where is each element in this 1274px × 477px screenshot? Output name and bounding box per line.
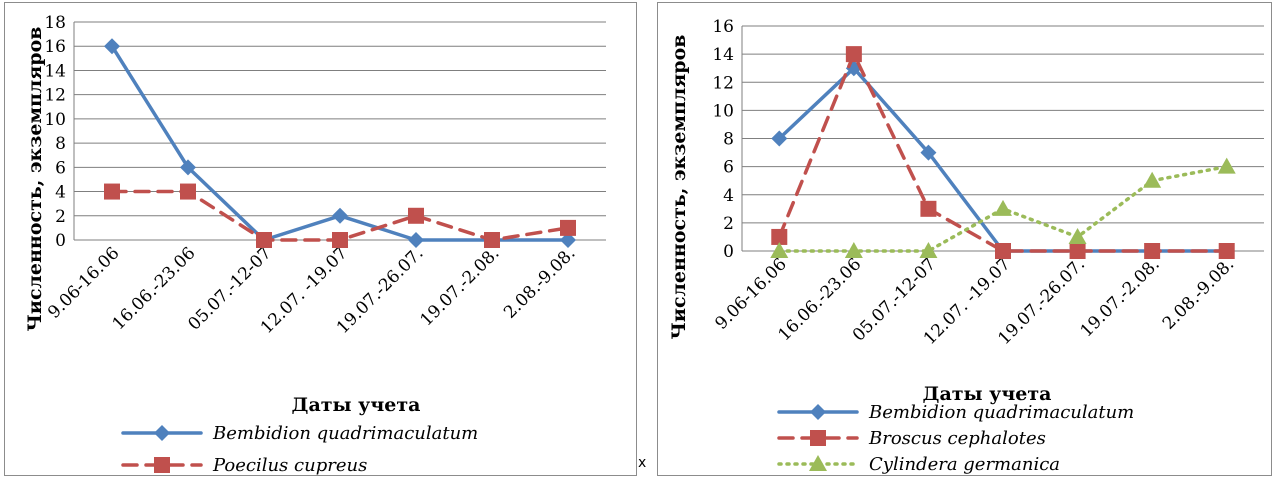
legend-label-1: Poecilus cupreus xyxy=(212,455,367,475)
x-axis-title: Даты учета xyxy=(923,383,1052,405)
legend-marker-1 xyxy=(810,430,826,446)
data-point-1-6 xyxy=(560,219,576,236)
data-point-1-3 xyxy=(995,243,1011,259)
y-tick-label-10: 10 xyxy=(44,110,66,130)
series-0 xyxy=(771,60,1235,259)
series-2 xyxy=(770,157,1236,258)
x-tick-label-0: 9.06-16.06 xyxy=(711,254,790,333)
y-tick-label-6: 6 xyxy=(723,158,734,178)
series-line-1 xyxy=(777,52,1229,253)
x-tick-label-5: 19.07.-2.08. xyxy=(417,243,504,330)
left-chart: 0 2 4 6 8 10 12 14 16 18 9.06-16.06 16.06.-23.06 05.… xyxy=(4,2,637,476)
data-point-0-0 xyxy=(104,38,120,55)
legend-entry-0: Bembidion quadrimaculatum xyxy=(121,423,478,444)
y-axis-title: Численность, экземпляров xyxy=(24,27,46,332)
legend-label-0: Bembidion quadrimaculatum xyxy=(212,423,478,444)
data-point-1-4 xyxy=(408,207,424,224)
x-tick-label-6: 2.08.-9.08. xyxy=(500,243,579,322)
right-chart: 0 2 4 6 8 10 12 14 16 9.06-16.06 16.06.-23.06 05.07… xyxy=(657,2,1272,476)
data-point-1-5 xyxy=(484,232,500,248)
y-tick-label-16: 16 xyxy=(44,37,66,57)
y-axis-title: Численность, экземпляров xyxy=(668,35,690,340)
data-point-1-4 xyxy=(1069,243,1086,259)
y-tick-label-14: 14 xyxy=(44,61,66,81)
data-point-0-6 xyxy=(560,232,576,248)
y-tick-label-12: 12 xyxy=(44,86,66,106)
y-tick-label-0: 0 xyxy=(723,242,734,262)
series-1 xyxy=(771,46,1235,259)
legend-marker-0 xyxy=(810,404,826,420)
legend-entry-0: Bembidion quadrimaculatum xyxy=(777,402,1134,423)
data-point-1-1 xyxy=(180,183,196,200)
data-point-1-2 xyxy=(256,232,272,248)
legend-entry-1: Poecilus cupreus xyxy=(121,455,367,475)
x-tick-label-0: 9.06-16.06 xyxy=(44,243,123,322)
data-point-0-4 xyxy=(408,232,424,248)
y-tick-label-12: 12 xyxy=(712,73,734,93)
y-tick-label-8: 8 xyxy=(723,130,734,150)
y-tick-label-14: 14 xyxy=(712,45,734,65)
series-1 xyxy=(104,183,576,248)
series-line-0 xyxy=(777,66,1229,253)
x-axis-title: Даты учета xyxy=(292,394,421,416)
data-point-0-3 xyxy=(332,207,348,224)
data-point-0-2 xyxy=(920,144,937,161)
data-point-1-3 xyxy=(332,232,348,248)
legend-label-1: Broscus cephalotes xyxy=(868,428,1046,449)
legend-entry-2: Cylindera germanica xyxy=(777,454,1060,475)
data-point-2-0 xyxy=(770,242,789,258)
data-point-2-6 xyxy=(1217,157,1236,174)
data-point-1-5 xyxy=(1144,243,1161,259)
stray-mark: x xyxy=(638,455,647,471)
data-point-0-1 xyxy=(180,159,196,176)
y-tick-label-8: 8 xyxy=(55,134,66,154)
legend-marker-1 xyxy=(154,457,170,473)
data-point-1-1 xyxy=(845,46,862,63)
y-tick-label-10: 10 xyxy=(712,101,734,121)
data-point-1-6 xyxy=(1218,243,1235,259)
data-point-0-0 xyxy=(771,130,788,147)
right-chart-svg: 02468101214169.06-16.0616.06.-23.0605.07… xyxy=(668,17,1264,475)
y-tick-label-16: 16 xyxy=(712,17,734,37)
y-tick-label-4: 4 xyxy=(55,183,66,203)
y-tick-label-6: 6 xyxy=(55,158,66,178)
legend-label-0: Bembidion quadrimaculatum xyxy=(868,402,1134,423)
legend-marker-2 xyxy=(809,455,827,471)
data-point-2-4 xyxy=(1068,227,1087,244)
x-tick-label-6: 2.08.-9.08. xyxy=(1159,254,1238,333)
data-point-2-3 xyxy=(994,199,1012,216)
y-tick-label-4: 4 xyxy=(723,186,734,206)
legend-label-2: Cylindera germanica xyxy=(869,454,1060,475)
data-point-1-0 xyxy=(771,228,788,245)
data-point-1-0 xyxy=(104,183,120,200)
legend-entry-1: Broscus cephalotes xyxy=(777,428,1046,449)
data-point-2-2 xyxy=(919,242,938,258)
y-tick-label-18: 18 xyxy=(44,13,66,33)
data-point-2-1 xyxy=(844,242,863,258)
data-point-2-5 xyxy=(1143,171,1162,188)
y-tick-label-2: 2 xyxy=(55,207,66,227)
left-chart-svg: 0246810121416189.06-16.0616.06.-23.0605.… xyxy=(24,13,606,475)
data-point-1-2 xyxy=(920,200,937,217)
legend-marker-0 xyxy=(154,425,170,441)
x-tick-label-5: 19.07.-2.08. xyxy=(1077,254,1164,341)
y-tick-label-2: 2 xyxy=(723,214,734,234)
y-tick-label-0: 0 xyxy=(55,231,66,251)
